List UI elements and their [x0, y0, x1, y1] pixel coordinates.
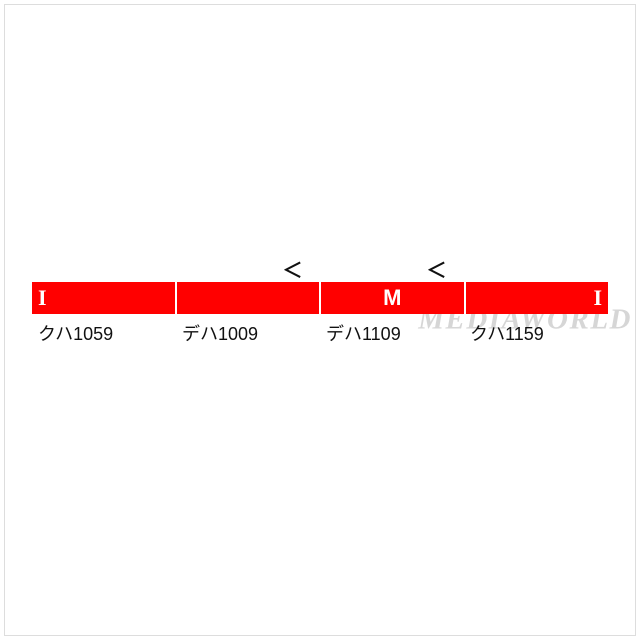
motor-marker: M	[383, 285, 401, 311]
car-3: M	[321, 282, 466, 314]
end-marker-left: I	[38, 285, 47, 311]
car-4: I	[466, 282, 609, 314]
end-marker-right: I	[593, 285, 602, 311]
pantograph-row: ＜ ＜	[32, 254, 608, 276]
pantograph-icon: ＜	[427, 254, 447, 283]
car-label: クハ1059	[32, 320, 176, 346]
car-label: デハ1109	[320, 320, 464, 346]
train-bar: I M I	[32, 282, 608, 314]
panto-cell-3: ＜	[320, 254, 464, 276]
panto-cell-4	[464, 254, 608, 276]
pantograph-icon: ＜	[283, 254, 303, 283]
car-label: デハ1009	[176, 320, 320, 346]
panto-cell-1	[32, 254, 176, 276]
car-2	[177, 282, 322, 314]
car-label: クハ1159	[464, 320, 608, 346]
car-labels-row: クハ1059 デハ1009 デハ1109 クハ1159	[32, 320, 608, 346]
panto-cell-2: ＜	[176, 254, 320, 276]
train-formation-diagram: ＜ ＜ I M I クハ1059 デハ1009 デハ1109 クハ1159	[32, 282, 608, 346]
car-1: I	[32, 282, 177, 314]
